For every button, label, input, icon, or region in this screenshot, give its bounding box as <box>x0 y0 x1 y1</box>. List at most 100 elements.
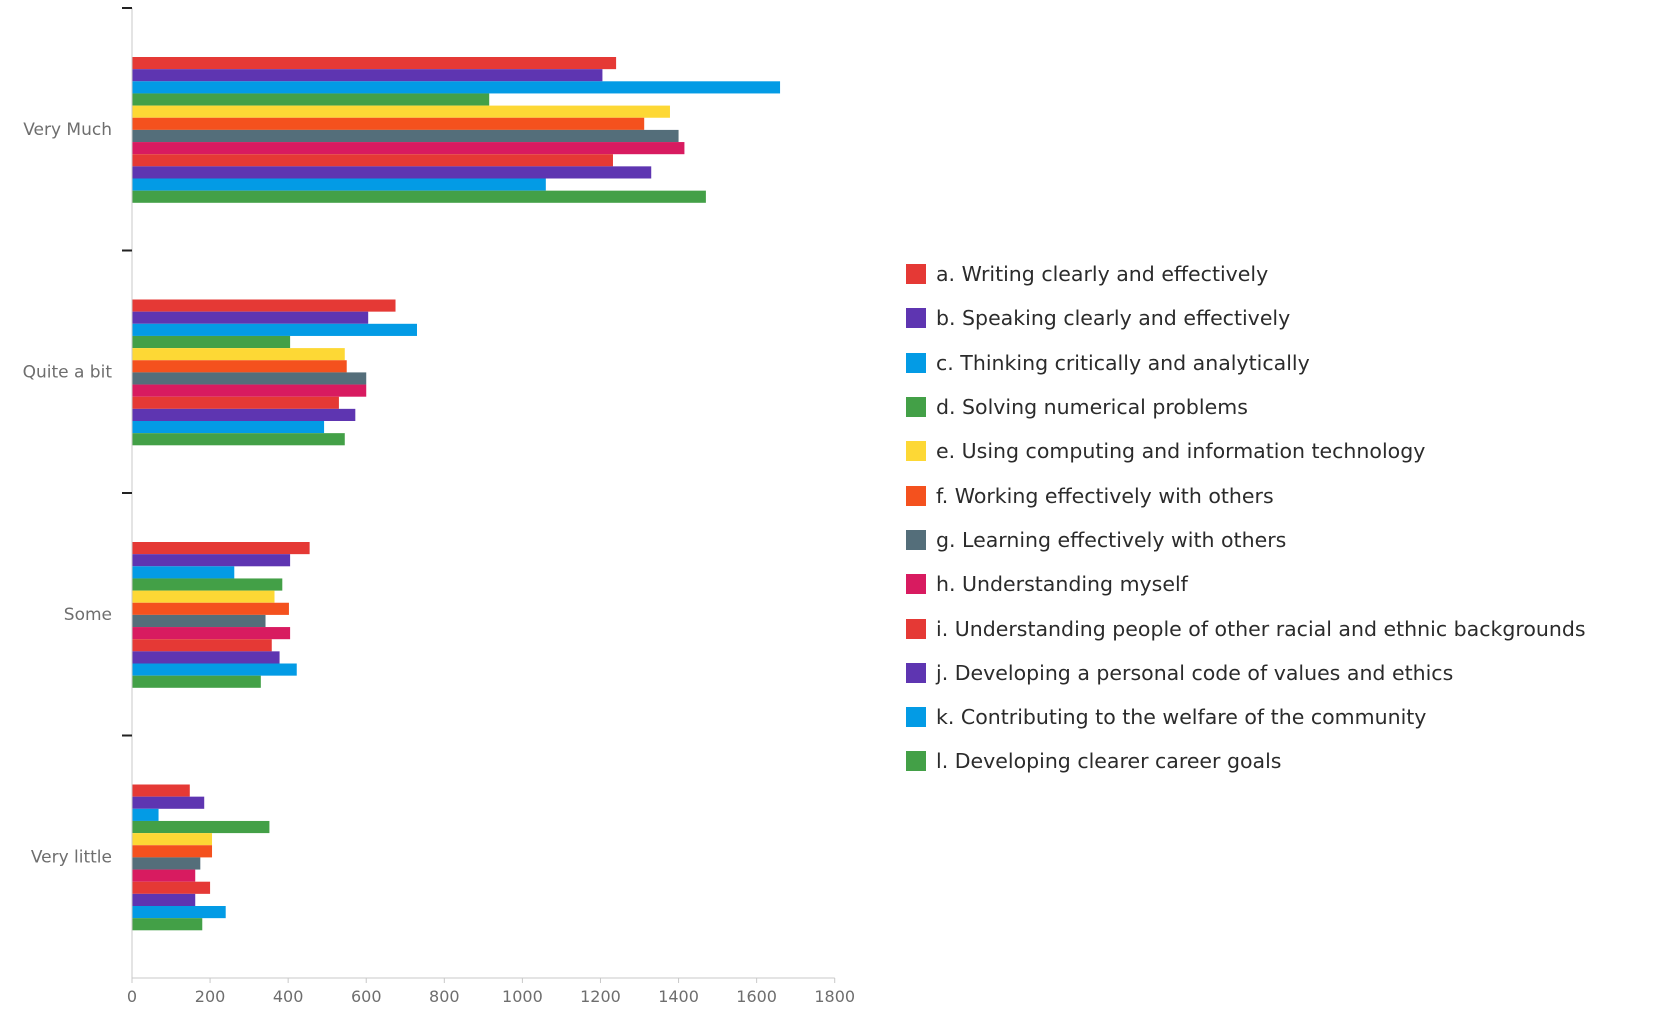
x-tick-label: 1200 <box>580 987 621 1006</box>
legend-label: k. Contributing to the welfare of the co… <box>936 705 1427 730</box>
bar <box>132 590 275 603</box>
bar <box>132 578 283 591</box>
bar <box>132 663 297 676</box>
legend-label: f. Working effectively with others <box>936 483 1274 508</box>
bar <box>132 348 345 361</box>
bar <box>132 129 679 143</box>
x-tick-label: 0 <box>127 987 137 1006</box>
x-tick-label: 800 <box>429 987 460 1006</box>
x-tick-label: 1600 <box>736 987 777 1006</box>
bar <box>132 433 345 446</box>
bar <box>132 396 339 409</box>
legend-item: e. Using computing and information techn… <box>906 429 1586 473</box>
bar-chart: Very Much Quite a bit Some Very little 0 200 4… <box>23 7 855 1006</box>
bar <box>132 81 781 94</box>
bar <box>132 335 291 349</box>
bar <box>132 845 213 858</box>
x-tick-label: 200 <box>195 987 226 1006</box>
legend-item: f. Working effectively with others <box>906 473 1586 517</box>
x-tick-label: 1800 <box>814 987 855 1006</box>
bar <box>132 893 196 906</box>
bar <box>132 542 310 555</box>
bar <box>132 57 617 70</box>
legend-item: h. Understanding myself <box>906 562 1586 606</box>
legend-item: c. Thinking critically and analytically <box>906 341 1586 385</box>
bar <box>132 869 196 882</box>
legend-item: g. Learning effectively with others <box>906 518 1586 562</box>
bar <box>132 808 159 821</box>
bar <box>132 93 490 106</box>
bar <box>132 154 613 167</box>
legend-swatch <box>906 397 926 418</box>
bar <box>132 675 261 688</box>
category-label: Some <box>64 605 112 625</box>
legend-swatch <box>906 707 926 728</box>
legend-item: i. Understanding people of other racial … <box>906 606 1586 650</box>
bar <box>132 117 645 130</box>
bar <box>132 384 367 397</box>
legend-item: b. Speaking clearly and effectively <box>906 296 1586 340</box>
bar <box>132 69 603 82</box>
axes-layer: Very Much Quite a bit Some Very little 0 200 4… <box>23 7 855 1006</box>
bar <box>132 299 396 312</box>
legend-swatch <box>906 441 926 462</box>
legend-label: l. Developing clearer career goals <box>936 749 1282 774</box>
bar <box>132 614 266 628</box>
bar <box>132 421 325 434</box>
bar <box>132 566 235 579</box>
legend-label: i. Understanding people of other racial … <box>936 616 1586 641</box>
legend-label: j. Developing a personal code of values … <box>936 660 1454 685</box>
bar <box>132 906 226 919</box>
legend-item: k. Contributing to the welfare of the co… <box>906 695 1586 739</box>
legend-swatch <box>906 618 926 639</box>
bar <box>132 833 213 846</box>
bars-layer <box>132 57 781 931</box>
bar <box>132 796 205 809</box>
bar <box>132 360 347 373</box>
legend-swatch <box>906 485 926 506</box>
legend-label: d. Solving numerical problems <box>936 395 1248 420</box>
bar <box>132 142 685 155</box>
bar <box>132 602 289 615</box>
legend-label: e. Using computing and information techn… <box>936 439 1426 464</box>
legend-swatch <box>906 529 926 550</box>
legend-swatch <box>906 751 926 772</box>
legend-item: a. Writing clearly and effectively <box>906 252 1586 296</box>
bar <box>132 408 356 421</box>
legend-swatch <box>906 352 926 373</box>
bar <box>132 857 201 870</box>
bar <box>132 651 280 664</box>
legend-item: d. Solving numerical problems <box>906 385 1586 429</box>
category-label: Very Much <box>23 120 112 140</box>
legend-label: g. Learning effectively with others <box>936 527 1287 552</box>
bar <box>132 639 272 652</box>
bar <box>132 323 417 336</box>
x-tick-label: 400 <box>273 987 304 1006</box>
bar <box>132 105 670 118</box>
bar <box>132 372 367 385</box>
legend-swatch <box>906 574 926 595</box>
x-tick-label: 600 <box>351 987 382 1006</box>
x-tick-label: 1400 <box>658 987 699 1006</box>
bar <box>132 166 652 179</box>
bar <box>132 918 203 931</box>
legend-item: l. Developing clearer career goals <box>906 739 1586 783</box>
legend-swatch <box>906 308 926 329</box>
category-label: Very little <box>31 847 112 867</box>
legend-item: j. Developing a personal code of values … <box>906 651 1586 695</box>
legend-label: c. Thinking critically and analytically <box>936 350 1310 375</box>
legend-label: h. Understanding myself <box>936 572 1188 597</box>
legend-swatch <box>906 662 926 683</box>
x-tick-label: 1000 <box>502 987 543 1006</box>
bar <box>132 554 291 567</box>
bar <box>132 784 190 797</box>
bar <box>132 881 211 894</box>
bar <box>132 627 291 640</box>
bar <box>132 311 369 324</box>
legend-label: a. Writing clearly and effectively <box>936 262 1269 287</box>
legend: a. Writing clearly and effectively b. Spe… <box>906 252 1586 784</box>
bar <box>132 178 546 191</box>
legend-swatch <box>906 264 926 285</box>
bar <box>132 820 270 834</box>
bar <box>132 190 706 203</box>
